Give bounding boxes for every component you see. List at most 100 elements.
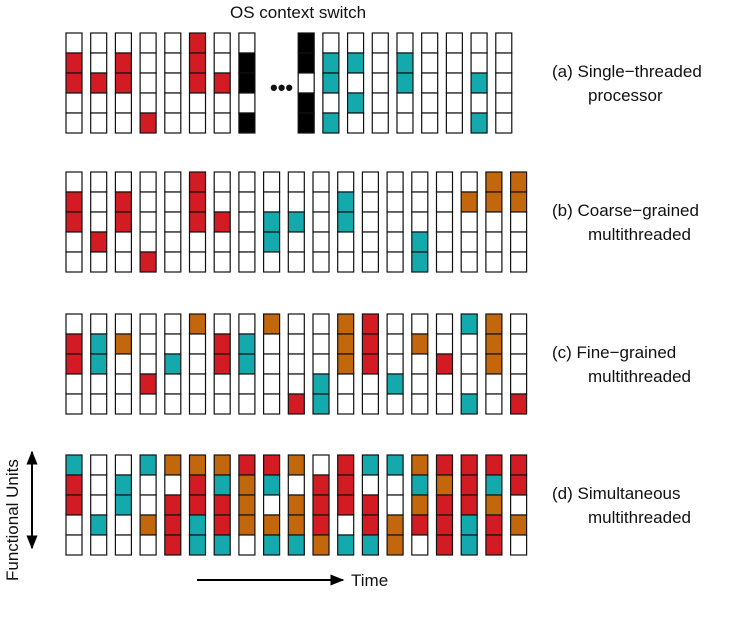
time-slot-column (361, 313, 379, 415)
issue-slot (361, 211, 379, 233)
issue-slot (139, 534, 157, 556)
issue-slot (361, 454, 379, 476)
issue-slot (337, 231, 355, 253)
issue-slot (386, 514, 404, 536)
issue-slot (188, 92, 207, 114)
issue-slot (238, 52, 256, 74)
issue-slot (164, 92, 182, 114)
issue-slot (346, 92, 365, 114)
issue-slot (435, 333, 454, 355)
issue-slot (287, 251, 305, 273)
issue-slot (213, 353, 231, 375)
issue-slot (139, 373, 157, 395)
issue-slot (312, 454, 330, 476)
issue-slot (287, 353, 305, 375)
time-slot-column (114, 32, 133, 134)
issue-slot (411, 191, 429, 213)
issue-slot (238, 313, 256, 335)
issue-slot (510, 313, 528, 335)
time-slot-column (188, 32, 207, 134)
issue-slot (65, 333, 83, 355)
issue-slot (263, 191, 281, 213)
issue-slot (65, 474, 83, 496)
issue-slot (213, 171, 231, 193)
issue-slot (238, 353, 256, 375)
time-slot-column (287, 171, 305, 273)
issue-slot (510, 333, 528, 355)
time-slot-column (337, 171, 355, 273)
row-label-b-line2: multithreaded (588, 225, 691, 244)
issue-slot (386, 211, 404, 233)
issue-slot (297, 72, 315, 94)
issue-slot (297, 32, 315, 54)
issue-slot (361, 231, 379, 253)
issue-slot (114, 231, 133, 253)
issue-slot (164, 474, 182, 496)
issue-slot (485, 474, 503, 496)
issue-slot (337, 393, 355, 415)
issue-slot (213, 52, 231, 74)
issue-slot (485, 514, 503, 536)
issue-slot (164, 52, 182, 74)
issue-slot (287, 393, 305, 415)
issue-slot (114, 474, 133, 496)
issue-slot (312, 393, 330, 415)
issue-slot (435, 514, 454, 536)
issue-slot (238, 393, 256, 415)
issue-slot (287, 514, 305, 536)
issue-slot (460, 191, 478, 213)
issue-slot (485, 534, 503, 556)
issue-slot (188, 353, 207, 375)
issue-slot (188, 72, 207, 94)
issue-slot (114, 313, 133, 335)
issue-slot (238, 32, 256, 54)
issue-slot (164, 514, 182, 536)
issue-slot (396, 52, 414, 74)
issue-slot (485, 171, 503, 193)
issue-slot (337, 313, 355, 335)
issue-slot (495, 112, 513, 134)
issue-slot (386, 353, 404, 375)
time-slot-column (139, 454, 157, 556)
issue-slot (238, 211, 256, 233)
issue-slot (263, 373, 281, 395)
row-label-c-line2: multithreaded (588, 367, 691, 386)
issue-slot (411, 474, 429, 496)
issue-slot (139, 72, 157, 94)
issue-slot (213, 231, 231, 253)
issue-slot (485, 454, 503, 476)
issue-slot (213, 333, 231, 355)
issue-slot (470, 52, 488, 74)
issue-slot (139, 171, 157, 193)
issue-slot (361, 494, 379, 516)
time-slot-column (435, 454, 454, 556)
time-slot-column (510, 454, 528, 556)
issue-slot (510, 191, 528, 213)
issue-slot (263, 393, 281, 415)
time-slot-column (386, 454, 404, 556)
issue-slot (435, 231, 454, 253)
issue-slot (510, 251, 528, 273)
issue-slot (164, 534, 182, 556)
issue-slot (371, 52, 389, 74)
issue-slot (164, 333, 182, 355)
issue-slot (164, 171, 182, 193)
issue-slot (337, 353, 355, 375)
issue-slot (65, 191, 83, 213)
issue-slot (90, 171, 108, 193)
time-slot-column (188, 171, 207, 273)
issue-slot (114, 373, 133, 395)
issue-slot (445, 72, 463, 94)
issue-slot (114, 32, 133, 54)
issue-slot (188, 333, 207, 355)
issue-slot (164, 211, 182, 233)
time-axis-label: Time (351, 571, 388, 590)
issue-slot (213, 494, 231, 516)
issue-slot (287, 534, 305, 556)
issue-slot (361, 251, 379, 273)
issue-slot (213, 92, 231, 114)
issue-slot (90, 211, 108, 233)
issue-slot (470, 32, 488, 54)
issue-slot (361, 333, 379, 355)
